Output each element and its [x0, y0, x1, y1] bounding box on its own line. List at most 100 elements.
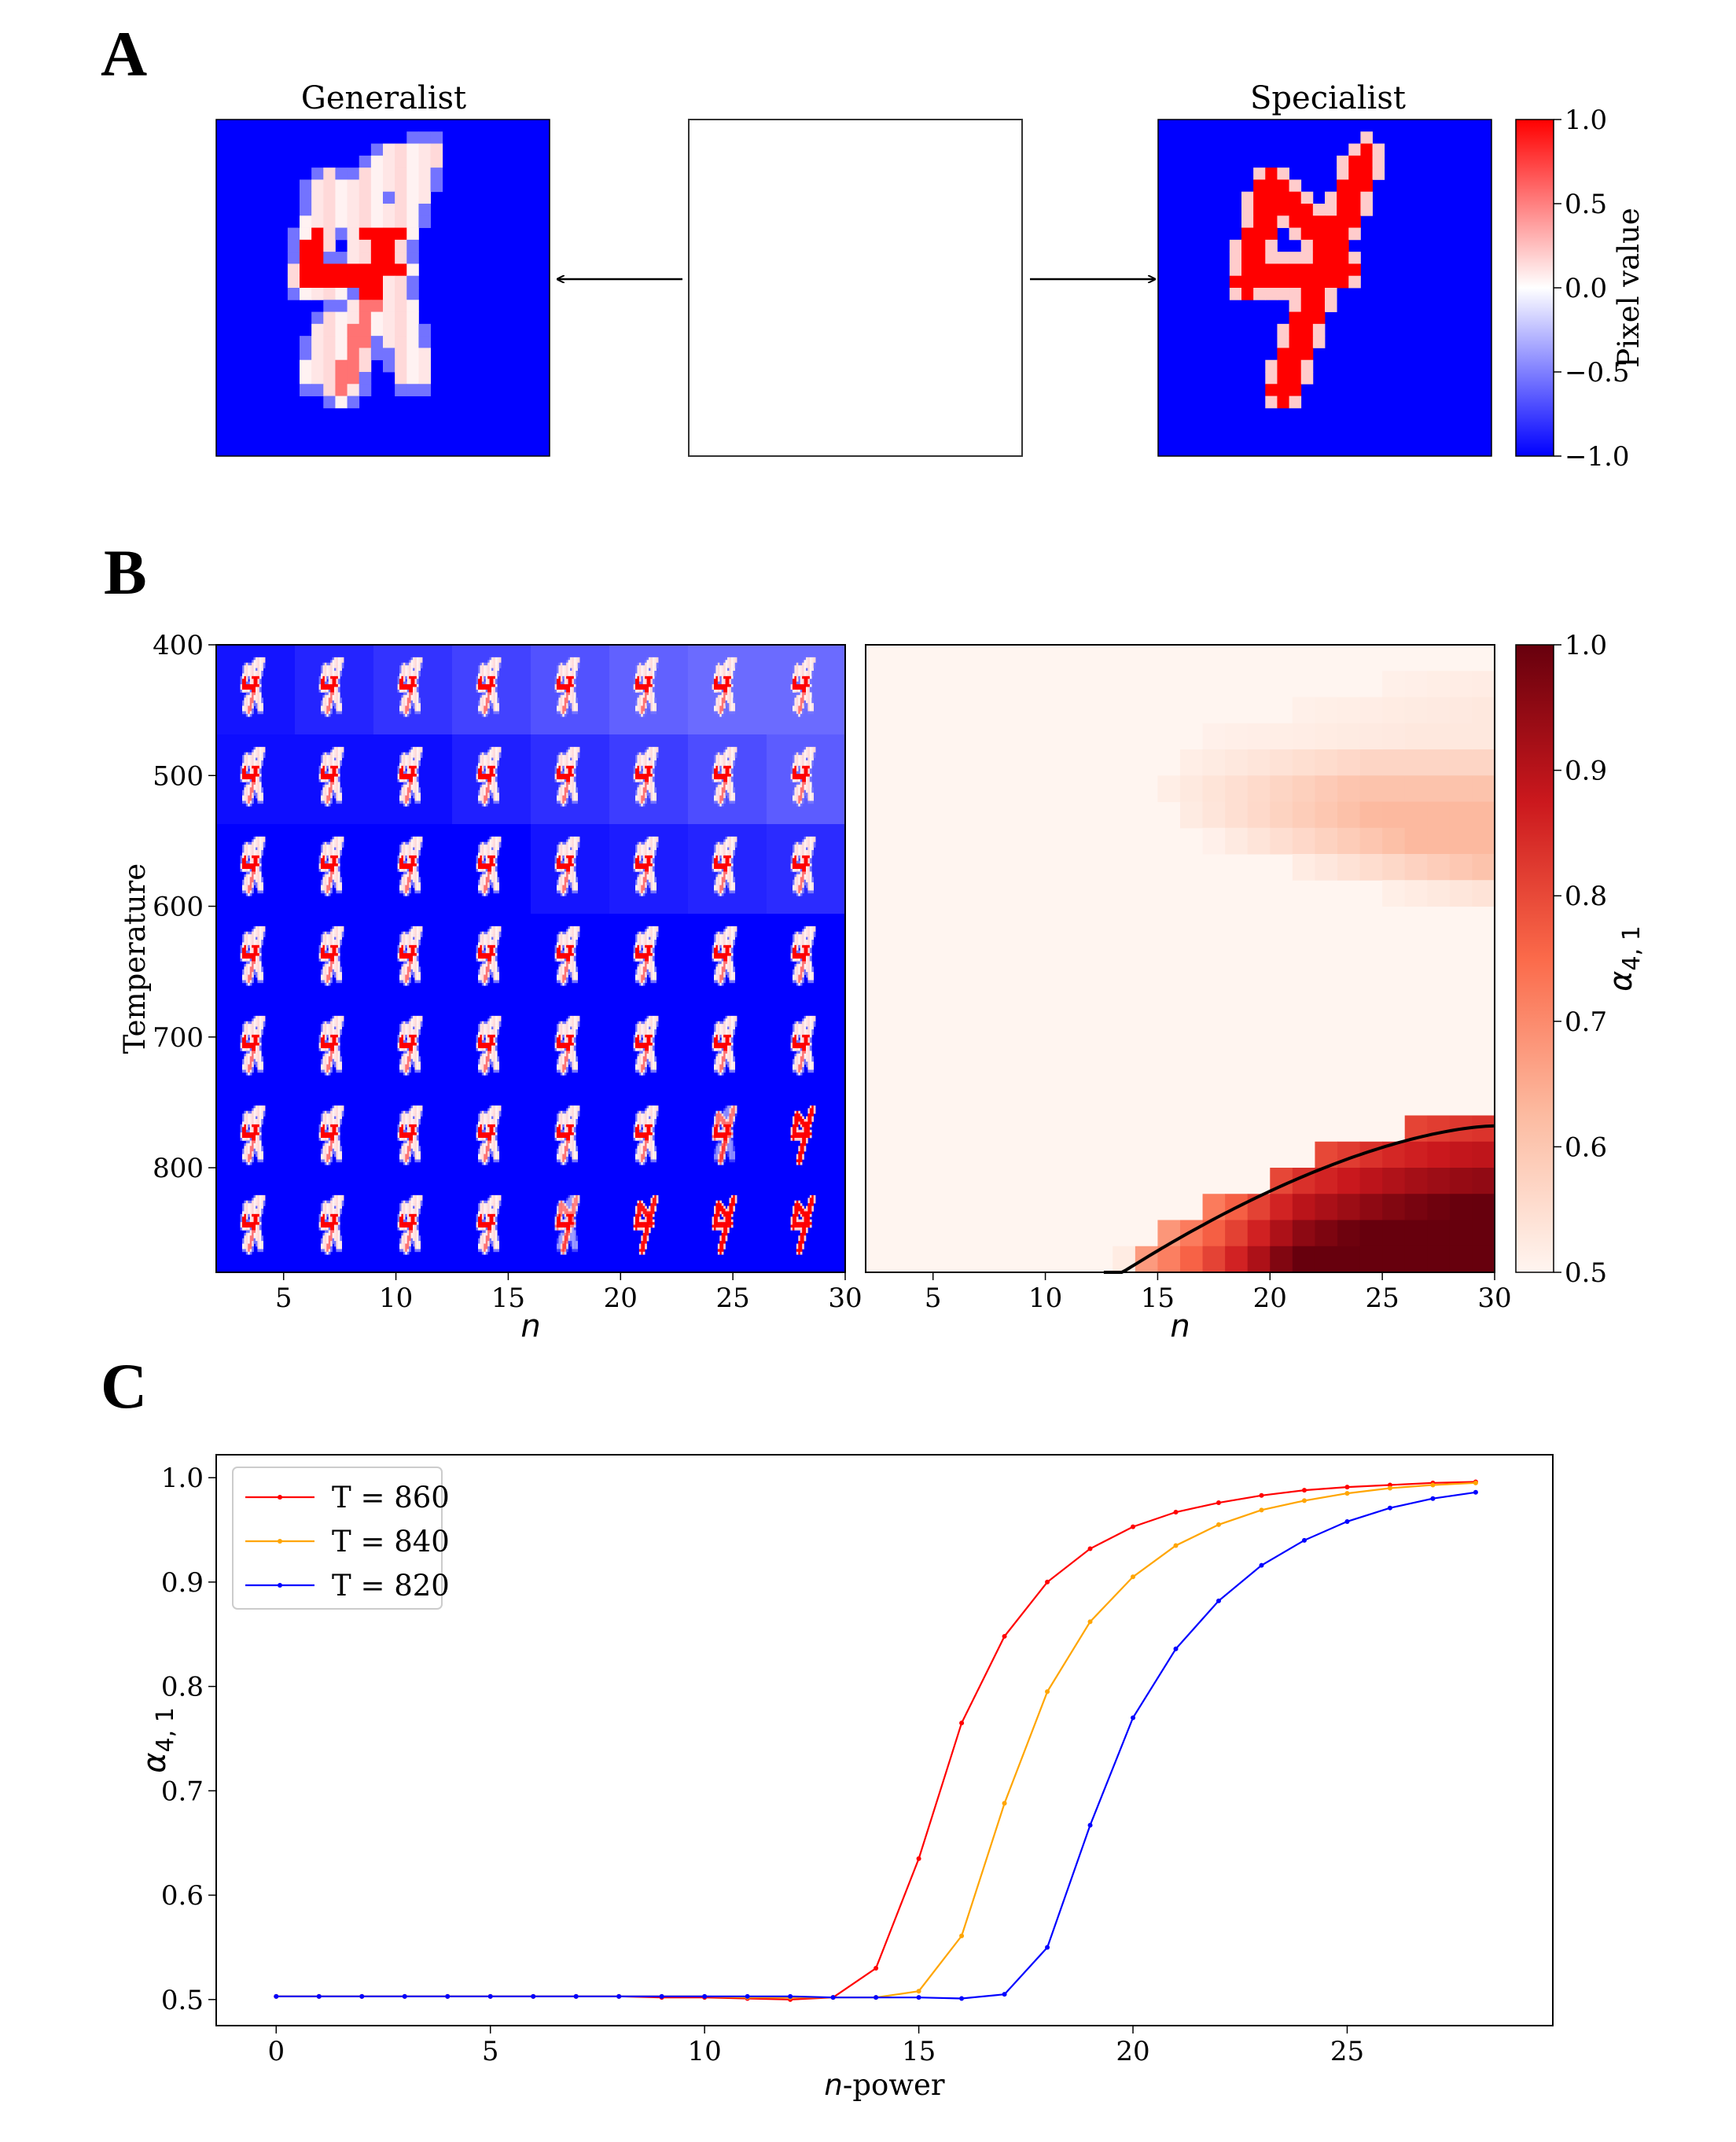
sample-thumbnail	[476, 746, 502, 807]
sample-thumbnail	[712, 836, 737, 896]
series-point	[1216, 1500, 1221, 1506]
series-point	[1301, 1537, 1307, 1543]
sample-thumbnail	[476, 1015, 502, 1076]
sample-thumbnail	[633, 1105, 659, 1165]
pixel-colorbar-label: Pixel value	[1612, 208, 1646, 368]
alpha-tick: 0.5	[161, 1985, 204, 2016]
sample-thumbnail	[712, 1194, 737, 1255]
legend-marker	[278, 1495, 282, 1500]
series-point	[616, 1993, 622, 1999]
series-point	[745, 1993, 750, 1999]
series-point	[874, 1995, 879, 2000]
series-point	[316, 1993, 322, 1999]
sample-thumbnail	[318, 1015, 344, 1076]
pixel-colorbar-tick: −0.5	[1565, 357, 1630, 388]
n-power-tick: 25	[1330, 2036, 1364, 2067]
series-point	[274, 1993, 279, 1999]
right-n-axis-label: n	[1170, 1308, 1190, 1345]
sample-thumbnail	[318, 926, 344, 986]
pixel-colorbar-tick: 1.0	[1565, 105, 1607, 136]
sample-thumbnail	[790, 926, 816, 986]
series-point	[1131, 1574, 1136, 1580]
sample-thumbnail	[633, 746, 659, 807]
sample-thumbnail	[633, 657, 659, 717]
pixel-colorbar-tick: −1.0	[1565, 441, 1630, 473]
series-point	[959, 1721, 965, 1726]
sample-thumbnail	[790, 836, 816, 896]
temperature-tick: 600	[153, 892, 204, 923]
sample-thumbnail	[318, 657, 344, 717]
sample-thumbnail	[790, 1194, 816, 1255]
series-point	[402, 1993, 407, 1999]
n-power-tick: 20	[1116, 2036, 1149, 2067]
line-chart-series	[274, 1479, 1478, 2002]
left-n-axis-label: n	[520, 1308, 540, 1345]
sample-thumbnail	[240, 1015, 266, 1076]
left-n-tick: 20	[604, 1283, 638, 1314]
series-point	[1087, 1619, 1093, 1625]
legend-label: T = 860	[332, 1481, 450, 1514]
sample-thumbnail	[240, 1194, 266, 1255]
legend-box	[232, 1467, 443, 1610]
series-point	[1045, 1579, 1050, 1584]
alpha-colorbar-tick: 0.8	[1565, 881, 1607, 912]
panel-label-c: C	[101, 1350, 147, 1422]
n-power-tick: 0	[267, 2036, 285, 2067]
legend-label: T = 840	[332, 1525, 450, 1559]
alpha-colorbar-ticks: 1.0 0.9 0.8 0.7 0.6 0.5	[1554, 630, 1607, 1289]
alpha-tick: 0.6	[161, 1880, 204, 1912]
series-point	[1002, 1633, 1007, 1639]
n-power-axis-label: n-power	[824, 2068, 944, 2102]
alpha-tick: 1.0	[161, 1463, 204, 1494]
specialist-image	[1157, 119, 1492, 457]
series-point	[487, 1993, 493, 1999]
series-point	[445, 1993, 451, 1999]
phase-boundary-curve	[1103, 1124, 1495, 1274]
sample-thumbnail	[240, 926, 266, 986]
temperature-tick: 800	[153, 1153, 204, 1184]
sample-thumbnail	[476, 1105, 502, 1165]
right-n-tick: 25	[1366, 1283, 1399, 1314]
series-point	[1131, 1715, 1136, 1721]
left-n-tick: 15	[491, 1283, 525, 1314]
series-point	[916, 1856, 921, 1861]
line-chart-axes: 0 5 10 15 20 25 0.5 0.6 0.7 0.8 0.9 1.0	[161, 1463, 1364, 2067]
alpha-colorbar-label: α4, 1	[1603, 926, 1646, 992]
sample-grid-frame	[215, 644, 846, 1273]
pixel-colorbar	[1515, 119, 1554, 457]
series-point	[1387, 1505, 1392, 1511]
center-empty-box	[688, 119, 1023, 457]
series-point	[1087, 1546, 1093, 1551]
line-chart-legend: T = 860 T = 840 T = 820	[232, 1467, 450, 1610]
series-point	[1173, 1646, 1179, 1651]
legend-marker	[278, 1583, 282, 1588]
sample-thumbnail	[554, 926, 580, 986]
sample-thumbnail	[397, 1105, 423, 1165]
sample-thumbnail	[712, 657, 737, 717]
alpha-axis-label: α4, 1	[137, 1707, 179, 1773]
series-point	[1045, 1945, 1050, 1950]
sample-thumbnail	[712, 1015, 737, 1076]
sample-thumbnail	[397, 1194, 423, 1255]
series-point	[916, 1989, 921, 1994]
generalist-title: Generalist	[301, 80, 466, 116]
sample-thumbnail	[712, 926, 737, 986]
sample-thumbnail	[397, 746, 423, 807]
sample-thumbnail	[397, 836, 423, 896]
sample-thumbnail	[554, 1015, 580, 1076]
heatmap-frame	[865, 644, 1495, 1273]
legend-label: T = 820	[332, 1569, 450, 1603]
right-n-tick: 15	[1141, 1283, 1175, 1314]
series-point	[359, 1993, 365, 1999]
series-point	[830, 1995, 836, 2000]
sample-thumbnail	[554, 1194, 580, 1255]
sample-thumbnail	[633, 1194, 659, 1255]
series-point	[1002, 1801, 1007, 1806]
sample-thumbnail	[240, 836, 266, 896]
sample-thumbnail	[790, 746, 816, 807]
sample-thumbnail	[633, 836, 659, 896]
temperature-tick: 700	[153, 1022, 204, 1054]
heatmap-axes: 5 10 15 20 25 30	[925, 1272, 1512, 1314]
sample-thumbnail	[318, 746, 344, 807]
sample-thumbnail	[712, 1105, 737, 1165]
